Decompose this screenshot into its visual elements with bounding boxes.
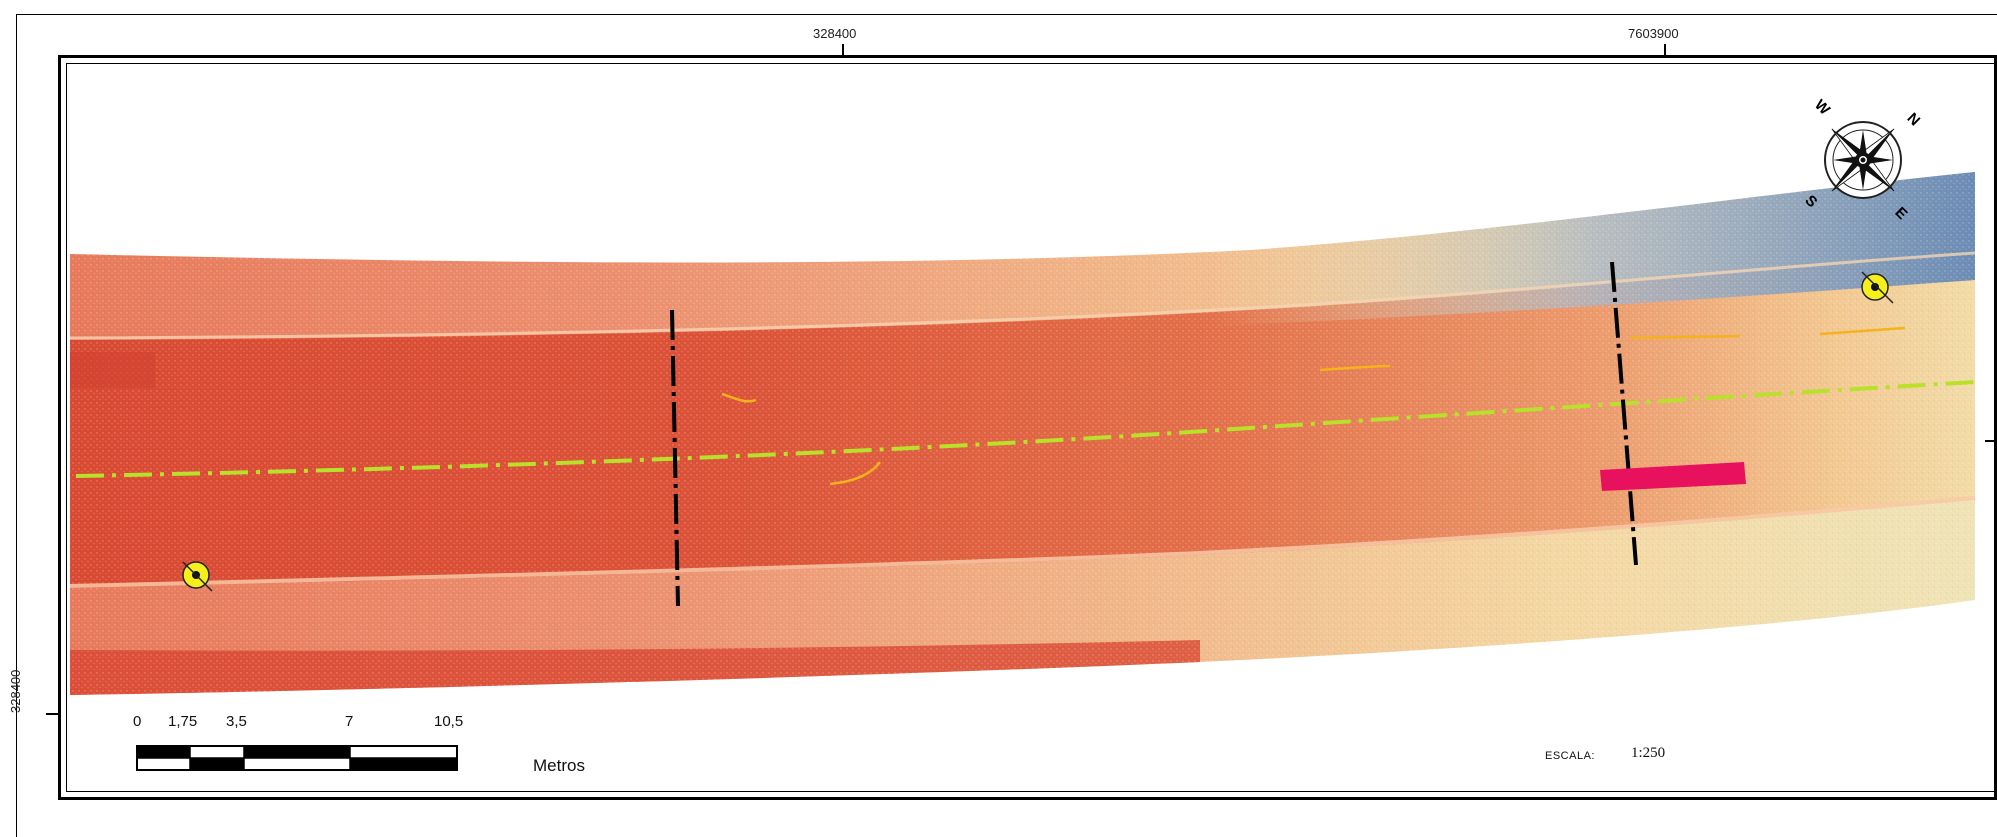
crack-line-1	[721, 392, 757, 403]
scale-tick-1: 1,75	[168, 713, 198, 730]
grid-label-top-right: 7603900	[1628, 26, 1679, 41]
north-arrow	[1824, 121, 1902, 199]
grid-tick-left	[46, 713, 58, 715]
highlight-bar	[1600, 462, 1746, 491]
scale-unit-label: Metros	[533, 756, 585, 775]
control-point-2	[1861, 271, 1894, 304]
crack-line-5	[1819, 326, 1906, 336]
scale-label: ESCALA:	[1545, 750, 1595, 762]
grid-tick-top-left	[842, 44, 844, 56]
scale-tick-2: 3,5	[226, 713, 247, 730]
scale-tick-0: 0	[133, 713, 142, 730]
map-frame	[58, 55, 1997, 800]
outer-frame	[16, 14, 1997, 837]
scale-value: 1:250	[1631, 745, 1666, 761]
centerline	[75, 380, 1976, 478]
crack-line-3	[1319, 364, 1391, 372]
grid-label-top-left: 328400	[813, 26, 857, 41]
section-line-1	[670, 309, 680, 607]
crack-line-4	[1629, 334, 1741, 340]
grid-label-left: 328400	[8, 669, 23, 713]
crack-line-2	[829, 461, 882, 486]
scale-tick-4: 10,5	[434, 713, 464, 730]
scale-tick-3: 7	[345, 713, 354, 730]
control-point-1	[182, 561, 213, 592]
map-frame-inner	[66, 63, 1997, 792]
grid-tick-top-right	[1664, 44, 1666, 56]
section-line-2	[1610, 261, 1638, 566]
grid-tick-right	[1985, 440, 1997, 442]
